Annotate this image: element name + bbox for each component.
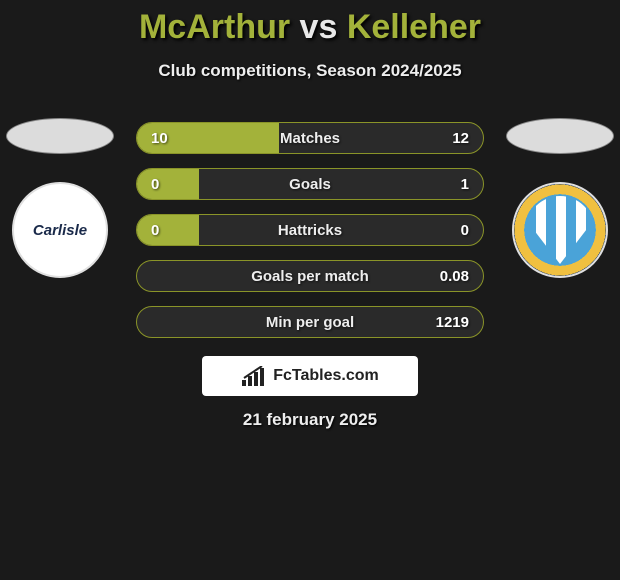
chart-icon — [241, 366, 267, 386]
club1-badge: Carlisle — [12, 182, 108, 278]
vs-text: vs — [300, 8, 338, 46]
stat-fill-left — [137, 215, 199, 245]
stat-fill-left — [137, 169, 199, 199]
stat-label: Goals — [289, 176, 331, 193]
stat-label: Min per goal — [266, 314, 354, 331]
player1-silhouette — [6, 118, 114, 154]
stat-value-left: 10 — [151, 130, 168, 147]
stat-label: Matches — [280, 130, 340, 147]
stat-row: 0 Hattricks 0 — [136, 214, 484, 246]
stat-row: 10 Matches 12 — [136, 122, 484, 154]
fctables-badge: FcTables.com — [202, 356, 418, 396]
right-column — [500, 118, 620, 278]
stat-label: Goals per match — [251, 268, 369, 285]
stat-label: Hattricks — [278, 222, 342, 239]
stat-value-left: 0 — [151, 176, 159, 193]
stat-value-right: 1219 — [436, 314, 469, 331]
date-text: 21 february 2025 — [0, 410, 620, 430]
stat-row: 0 Goals 1 — [136, 168, 484, 200]
left-column: Carlisle — [0, 118, 120, 278]
subtitle: Club competitions, Season 2024/2025 — [0, 61, 620, 81]
player2-silhouette — [506, 118, 614, 154]
stat-value-right: 0 — [461, 222, 469, 239]
stat-row: Goals per match 0.08 — [136, 260, 484, 292]
player1-name: McArthur — [139, 8, 290, 46]
page-title: McArthur vs Kelleher — [0, 0, 620, 47]
stat-value-right: 1 — [461, 176, 469, 193]
stat-value-right: 12 — [452, 130, 469, 147]
stat-value-left: 0 — [151, 222, 159, 239]
club1-label: Carlisle — [33, 222, 87, 239]
stats-list: 10Matches120Goals10Hattricks0Goals per m… — [136, 122, 484, 338]
stat-value-right: 0.08 — [440, 268, 469, 285]
player2-name: Kelleher — [347, 8, 481, 46]
club2-badge — [512, 182, 608, 278]
stat-row: Min per goal 1219 — [136, 306, 484, 338]
badge-text: FcTables.com — [273, 367, 379, 385]
